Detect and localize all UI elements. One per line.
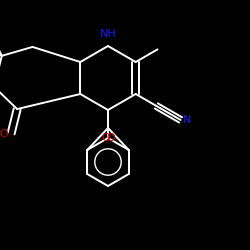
Text: N: N [182, 115, 191, 125]
Text: O: O [0, 128, 8, 138]
Text: NH: NH [100, 29, 116, 39]
Text: O: O [101, 133, 110, 143]
Text: O: O [106, 133, 115, 143]
